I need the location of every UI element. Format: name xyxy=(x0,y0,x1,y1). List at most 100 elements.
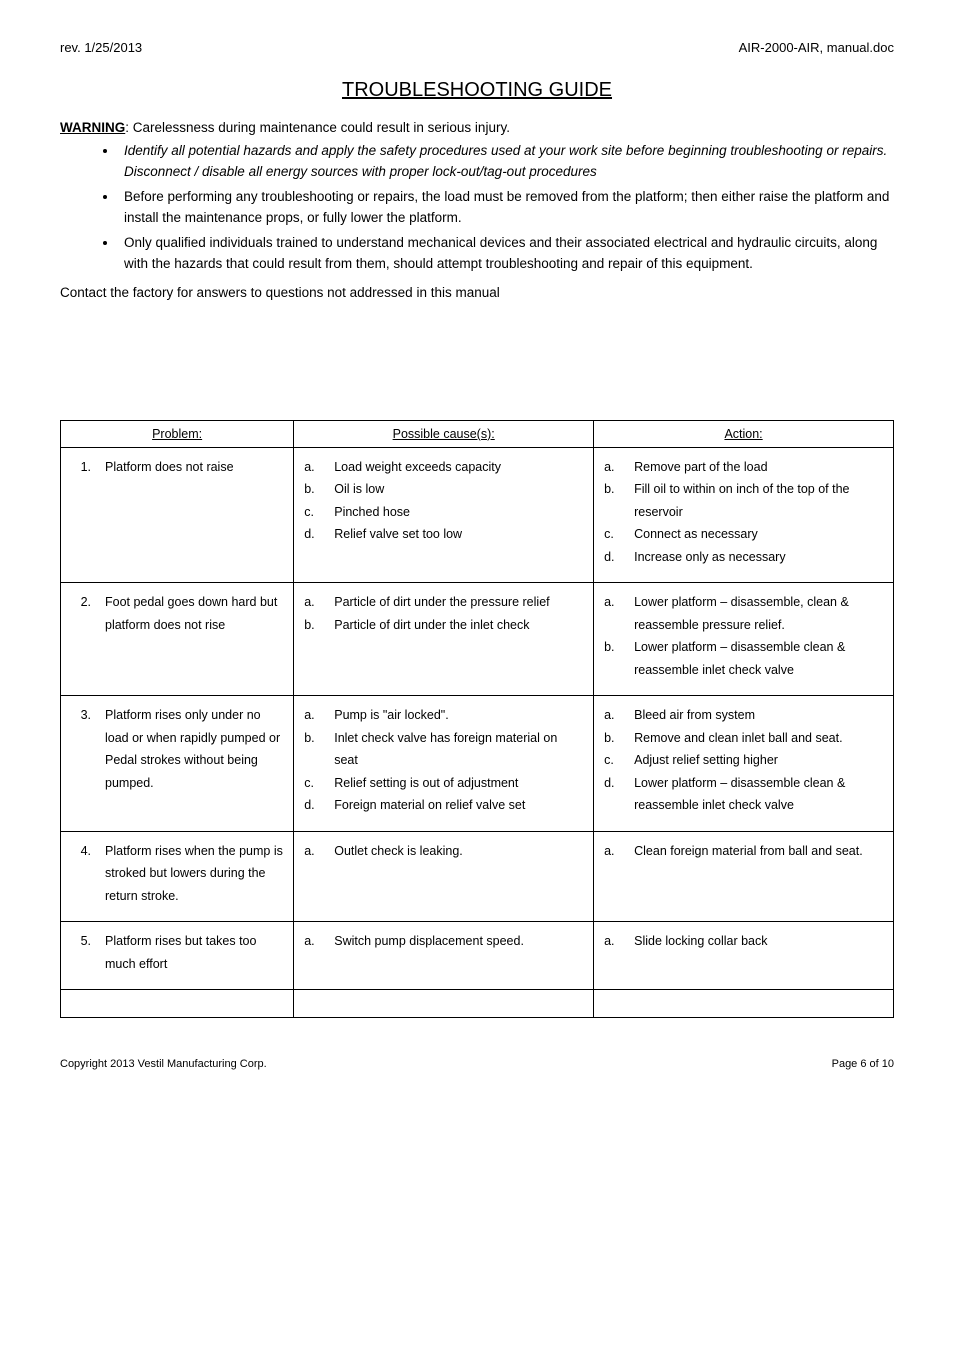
action-letter: b. xyxy=(604,727,622,750)
bullet-item: Before performing any troubleshooting or… xyxy=(118,187,894,229)
cell-causes: a. Particle of dirt under the pressure re… xyxy=(294,583,594,696)
page-header: rev. 1/25/2013 AIR-2000-AIR, manual.doc xyxy=(60,40,894,55)
bullet-item: Identify all potential hazards and apply… xyxy=(118,141,894,183)
troubleshoot-table: Problem: Possible cause(s): Action: 1. Pl… xyxy=(60,420,894,1018)
action-text: Lower platform – disassemble clean & rea… xyxy=(634,636,883,681)
cause-letter: a. xyxy=(304,840,322,863)
action-letter: d. xyxy=(604,546,622,569)
action-letter: a. xyxy=(604,930,622,953)
problem-number: 1. xyxy=(71,456,91,479)
warning-line: WARNING: Carelessness during maintenance… xyxy=(60,120,894,135)
cause-text: Foreign material on relief valve set xyxy=(334,794,525,817)
cause-letter: b. xyxy=(304,614,322,637)
bullet-text: Before performing any troubleshooting or… xyxy=(124,189,889,225)
page-title: TROUBLESHOOTING GUIDE xyxy=(60,79,894,102)
table-row: 2. Foot pedal goes down hard but platform… xyxy=(61,583,894,696)
cell-problem: 3.Platform rises only under no load or w… xyxy=(61,696,294,832)
cause-text: Outlet check is leaking. xyxy=(334,840,463,863)
cause-text: Pinched hose xyxy=(334,501,410,524)
cause-text: Relief valve set too low xyxy=(334,523,462,546)
action-letter: d. xyxy=(604,772,622,817)
warning-label: WARNING xyxy=(60,120,125,135)
problem-text: Platform rises when the pump is stroked … xyxy=(105,840,283,908)
action-letter: c. xyxy=(604,749,622,772)
cell-actions: a. Lower platform – disassemble, clean & … xyxy=(594,583,894,696)
problem-number: 5. xyxy=(71,930,91,975)
cause-letter: a. xyxy=(304,930,322,953)
action-text: Remove part of the load xyxy=(634,456,767,479)
footer-right: Page 6 of 10 xyxy=(832,1058,894,1070)
action-letter: a. xyxy=(604,704,622,727)
problem-text: Foot pedal goes down hard but platform d… xyxy=(105,591,283,636)
cause-letter: b. xyxy=(304,478,322,501)
cause-letter: a. xyxy=(304,591,322,614)
table-row-empty xyxy=(61,990,894,1018)
cause-letter: b. xyxy=(304,727,322,772)
action-letter: c. xyxy=(604,523,622,546)
cause-letter: d. xyxy=(304,523,322,546)
header-docid: AIR-2000-AIR, manual.doc xyxy=(739,40,894,55)
cause-text: Relief setting is out of adjustment xyxy=(334,772,518,795)
cell-problem: 5. Platform rises but takes too much effo… xyxy=(61,922,294,990)
cell-actions: a. Clean foreign material from ball and s… xyxy=(594,831,894,922)
action-letter: a. xyxy=(604,591,622,636)
cell-causes: a. Load weight exceeds capacity b. Oil is l… xyxy=(294,447,594,583)
problem-number: 3. xyxy=(71,704,91,794)
table-row: 5. Platform rises but takes too much effo… xyxy=(61,922,894,990)
cell-empty xyxy=(61,990,294,1018)
cause-text: Switch pump displacement speed. xyxy=(334,930,524,953)
cell-empty xyxy=(294,990,594,1018)
cell-problem: 1. Platform does not raise xyxy=(61,447,294,583)
header-rev: rev. 1/25/2013 xyxy=(60,40,142,55)
action-letter: a. xyxy=(604,840,622,863)
problem-text: Platform rises only under no load or whe… xyxy=(105,704,283,794)
cell-problem: 4.Platform rises when the pump is stroke… xyxy=(61,831,294,922)
table-row: 3.Platform rises only under no load or w… xyxy=(61,696,894,832)
problem-text: Platform rises but takes too much effort xyxy=(105,930,283,975)
bullet-text: Only qualified individuals trained to un… xyxy=(124,235,877,271)
bullet-item: Only qualified individuals trained to un… xyxy=(118,233,894,275)
cell-empty xyxy=(594,990,894,1018)
th-cause: Possible cause(s): xyxy=(294,420,594,447)
table-header-row: Problem: Possible cause(s): Action: xyxy=(61,420,894,447)
cell-actions: a.Remove part of the loadb.Fill oil to w… xyxy=(594,447,894,583)
problem-text: Platform does not raise xyxy=(105,456,234,479)
action-letter: b. xyxy=(604,478,622,523)
cause-text: Pump is "air locked". xyxy=(334,704,448,727)
th-problem: Problem: xyxy=(61,420,294,447)
action-text: Bleed air from system xyxy=(634,704,755,727)
action-text: Increase only as necessary xyxy=(634,546,785,569)
cause-letter: c. xyxy=(304,772,322,795)
cause-letter: a. xyxy=(304,704,322,727)
action-text: Adjust relief setting higher xyxy=(634,749,778,772)
action-text: Clean foreign material from ball and sea… xyxy=(634,840,863,863)
table-row: 1. Platform does not raise a. Load weight e… xyxy=(61,447,894,583)
table-row: 4.Platform rises when the pump is stroke… xyxy=(61,831,894,922)
cell-causes: a. Outlet check is leaking. xyxy=(294,831,594,922)
cause-letter: c. xyxy=(304,501,322,524)
problem-number: 2. xyxy=(71,591,91,636)
action-text: Slide locking collar back xyxy=(634,930,767,953)
th-action: Action: xyxy=(594,420,894,447)
problem-number: 4. xyxy=(71,840,91,908)
action-text: Lower platform – disassemble, clean & re… xyxy=(634,591,883,636)
cause-text: Inlet check valve has foreign material o… xyxy=(334,727,583,772)
cause-text: Load weight exceeds capacity xyxy=(334,456,501,479)
contact-line: Contact the factory for answers to quest… xyxy=(60,285,894,300)
action-text: Lower platform – disassemble clean & rea… xyxy=(634,772,883,817)
cell-causes: a. Pump is "air locked". b. Inlet check val… xyxy=(294,696,594,832)
action-text: Connect as necessary xyxy=(634,523,758,546)
cell-actions: a. Slide locking collar back xyxy=(594,922,894,990)
footer-left: Copyright 2013 Vestil Manufacturing Corp… xyxy=(60,1058,267,1070)
cause-text: Particle of dirt under the inlet check xyxy=(334,614,529,637)
action-text: Fill oil to within on inch of the top of… xyxy=(634,478,883,523)
cause-text: Oil is low xyxy=(334,478,384,501)
page-footer: Copyright 2013 Vestil Manufacturing Corp… xyxy=(60,1058,894,1070)
cause-letter: d. xyxy=(304,794,322,817)
cell-problem: 2. Foot pedal goes down hard but platform… xyxy=(61,583,294,696)
cause-letter: a. xyxy=(304,456,322,479)
cell-causes: a. Switch pump displacement speed. xyxy=(294,922,594,990)
cause-text: Particle of dirt under the pressure reli… xyxy=(334,591,549,614)
bullet-text: Identify all potential hazards and apply… xyxy=(124,143,887,179)
action-letter: b. xyxy=(604,636,622,681)
